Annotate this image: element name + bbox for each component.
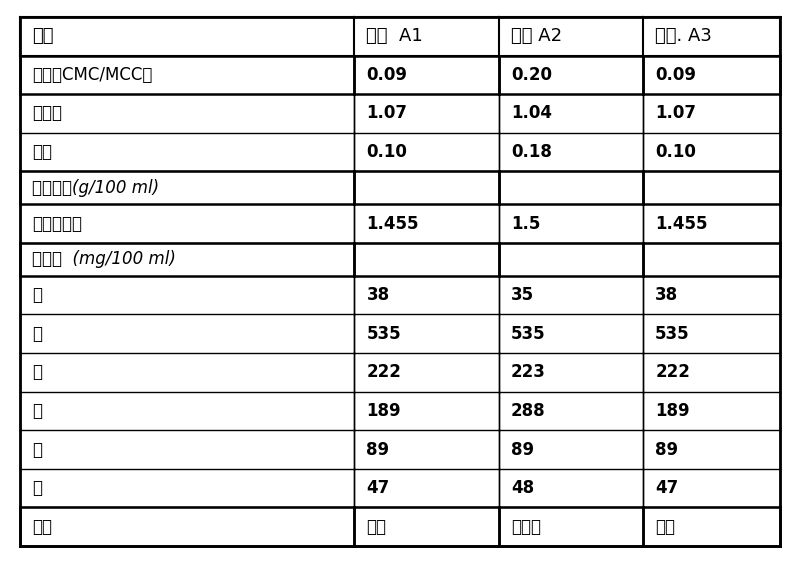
Text: 钾: 钾 [32, 325, 42, 343]
Text: 草莓: 草莓 [366, 518, 386, 536]
Text: 实例  A1: 实例 A1 [366, 27, 423, 45]
Text: 其他: 其他 [32, 143, 52, 161]
Text: 535: 535 [510, 325, 546, 343]
Text: 288: 288 [510, 402, 546, 420]
Text: 47: 47 [655, 479, 678, 497]
Text: 1.455: 1.455 [366, 215, 419, 233]
Text: 47: 47 [366, 479, 390, 497]
Text: 535: 535 [655, 325, 690, 343]
Text: 风味: 风味 [32, 518, 52, 536]
Text: 1.04: 1.04 [510, 105, 552, 123]
Text: 189: 189 [655, 402, 690, 420]
Text: 多糖（CMC/MCC）: 多糖（CMC/MCC） [32, 66, 152, 84]
Text: 0.10: 0.10 [655, 143, 696, 161]
Text: 1.07: 1.07 [366, 105, 407, 123]
Text: 0.09: 0.09 [366, 66, 407, 84]
Text: 38: 38 [366, 286, 390, 304]
Text: 1.5: 1.5 [510, 215, 540, 233]
Text: 0.10: 0.10 [366, 143, 407, 161]
Text: 222: 222 [366, 363, 402, 381]
Text: 0.20: 0.20 [510, 66, 552, 84]
Text: 89: 89 [510, 440, 534, 458]
Text: 氯: 氯 [32, 479, 42, 497]
Text: 223: 223 [510, 363, 546, 381]
Text: 热稳定剂(g/100 ml): 热稳定剂(g/100 ml) [32, 179, 159, 197]
Text: 89: 89 [655, 440, 678, 458]
Text: 钙: 钙 [32, 363, 42, 381]
Text: 香草: 香草 [655, 518, 675, 536]
Text: 成分: 成分 [32, 27, 54, 45]
Text: 222: 222 [655, 363, 690, 381]
Text: 0.18: 0.18 [510, 143, 552, 161]
Text: 镁: 镁 [32, 440, 42, 458]
Text: 89: 89 [366, 440, 390, 458]
Text: 实例 A2: 实例 A2 [510, 27, 562, 45]
Text: 实例. A3: 实例. A3 [655, 27, 712, 45]
Text: 1.455: 1.455 [655, 215, 708, 233]
Text: 535: 535 [366, 325, 401, 343]
Text: 189: 189 [366, 402, 401, 420]
Text: 0.09: 0.09 [655, 66, 696, 84]
Text: 矿物质  (mg/100 ml): 矿物质 (mg/100 ml) [32, 251, 176, 269]
Text: 柠檬酸三钾: 柠檬酸三钾 [32, 215, 82, 233]
Text: 钠: 钠 [32, 286, 42, 304]
Text: 35: 35 [510, 286, 534, 304]
Text: 磷: 磷 [32, 402, 42, 420]
Text: 巧克力: 巧克力 [510, 518, 541, 536]
Text: 有机酸: 有机酸 [32, 105, 62, 123]
Text: 1.07: 1.07 [655, 105, 696, 123]
Text: 38: 38 [655, 286, 678, 304]
Text: 48: 48 [510, 479, 534, 497]
